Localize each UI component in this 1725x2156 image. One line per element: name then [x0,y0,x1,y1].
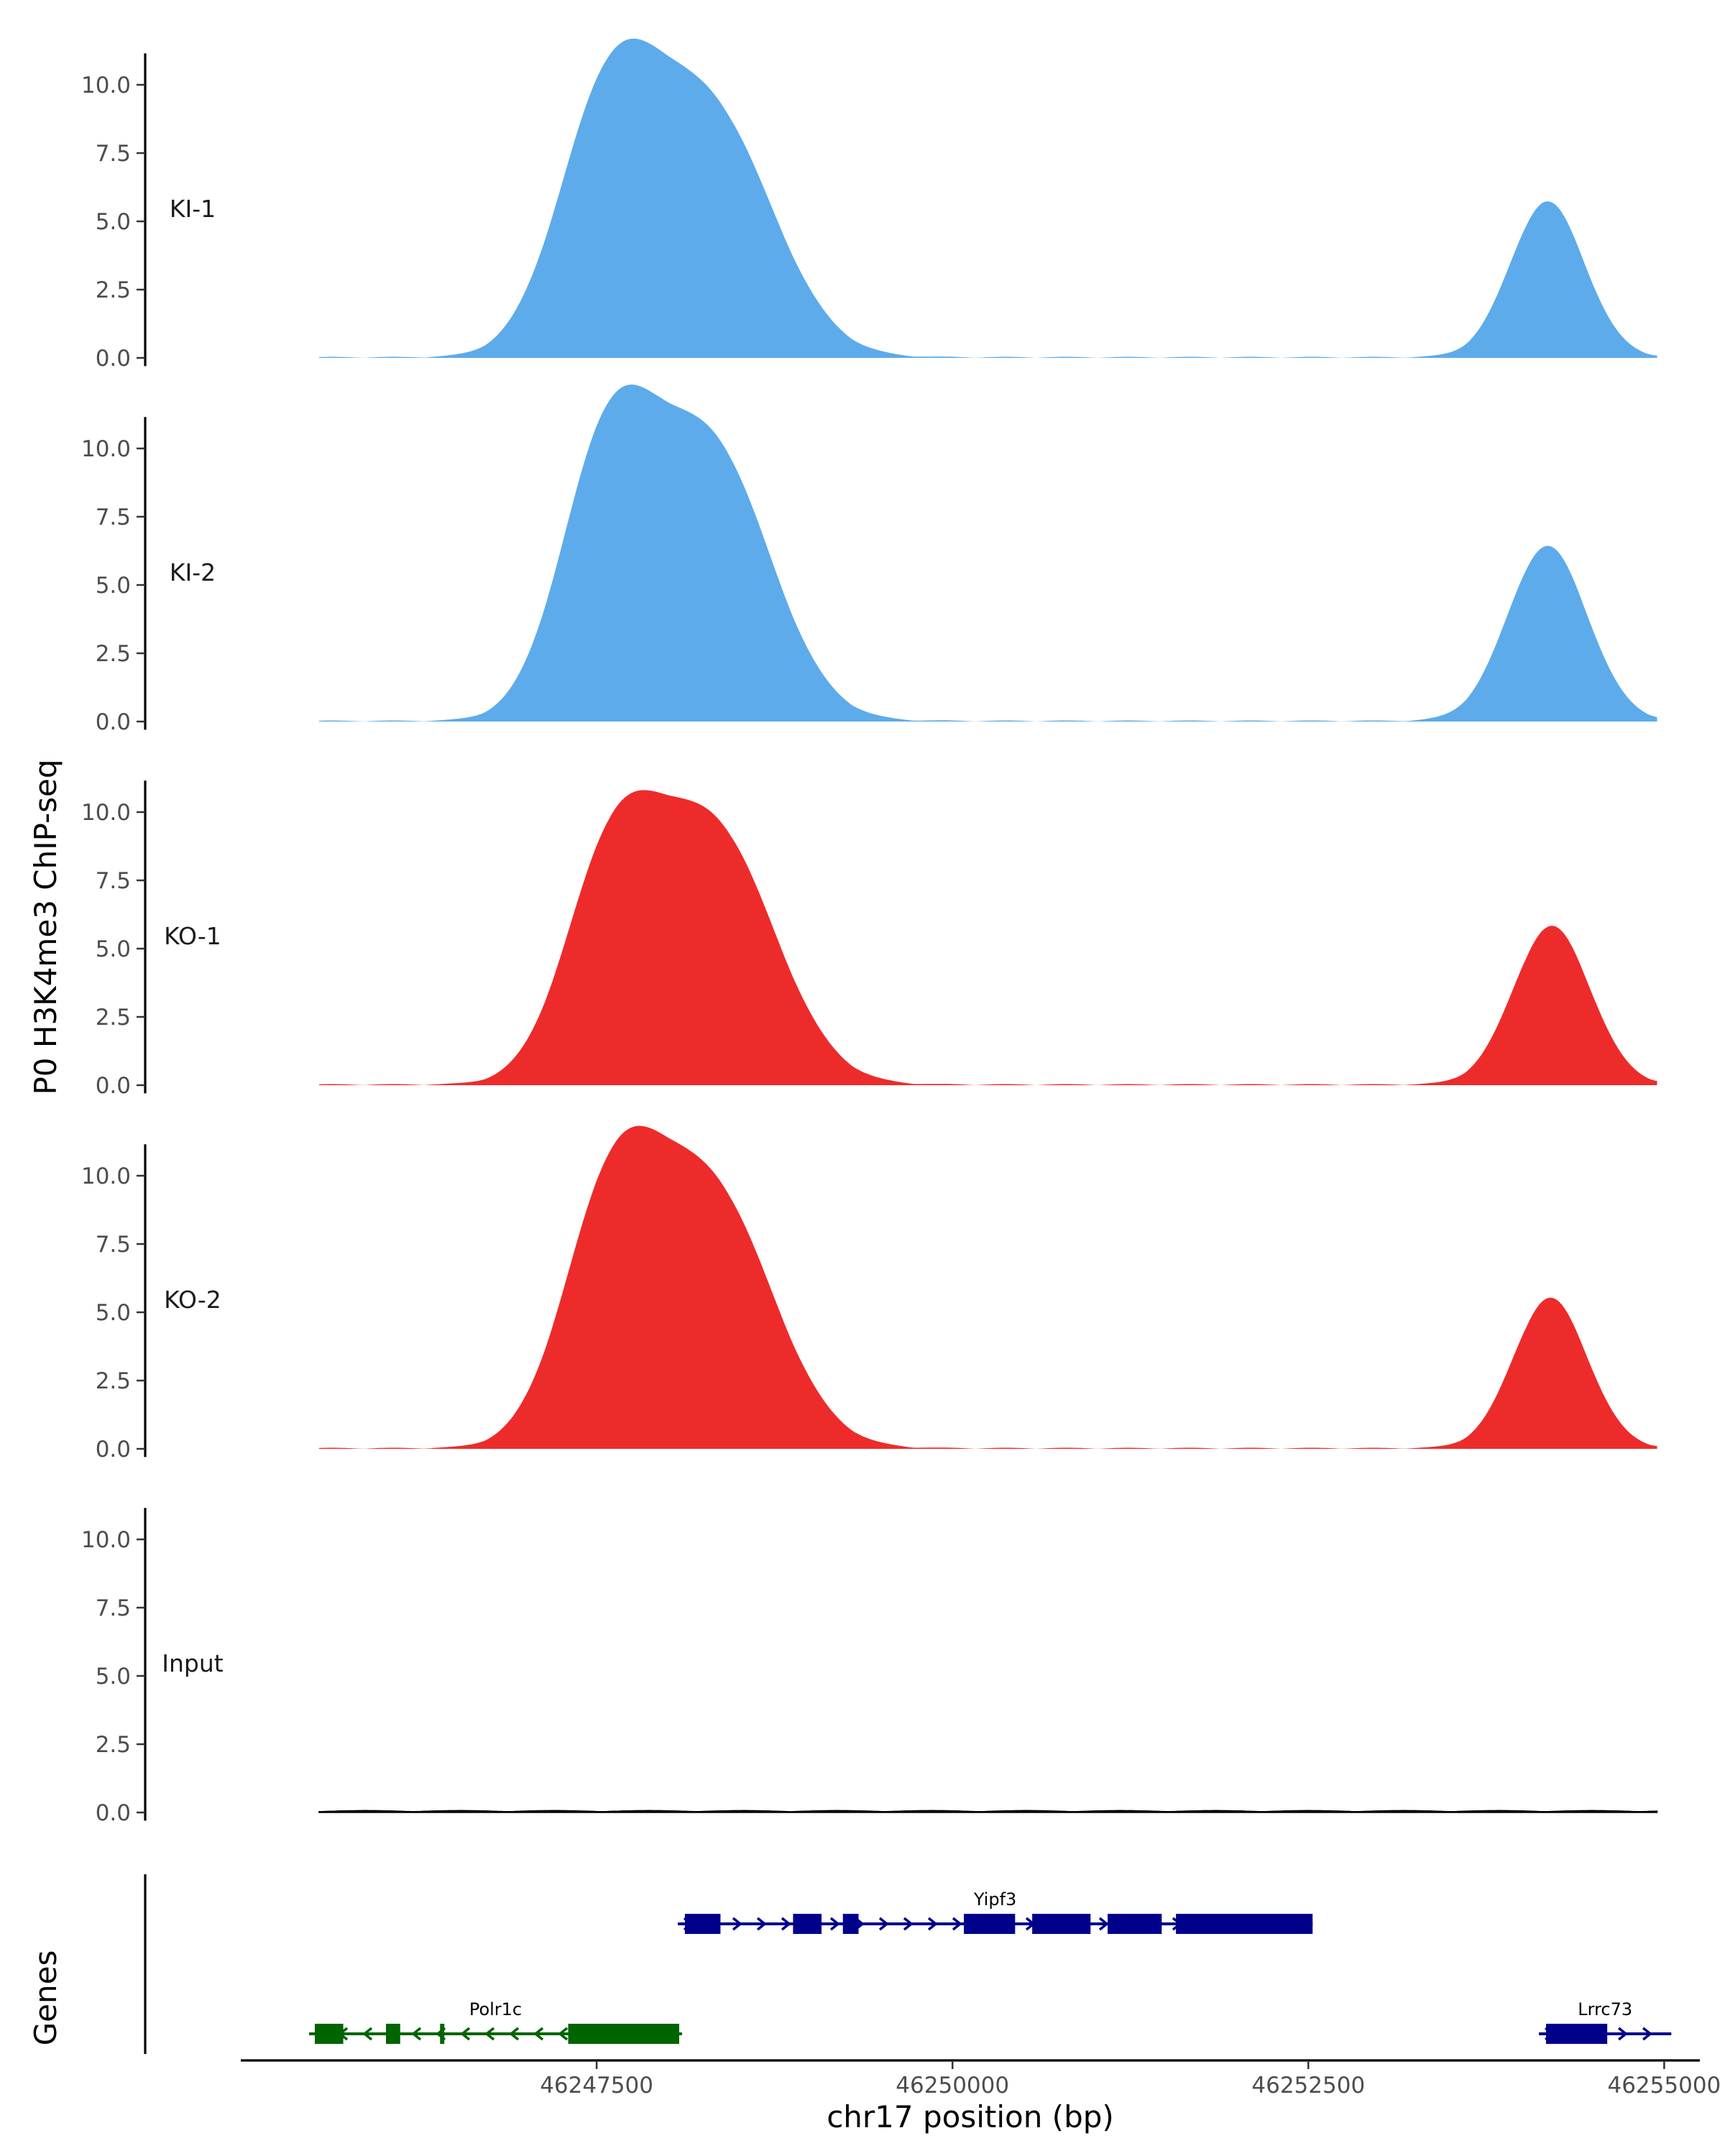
y-tick-label: 10.0 [81,1527,131,1553]
gene-lrrc73: Lrrc73 [1539,1999,1672,2044]
coverage-area-ko-1 [318,790,1657,1085]
y-tick-label: 7.5 [96,1232,131,1258]
gene-label: Yipf3 [973,1889,1016,1909]
x-axis-title: chr17 position (bp) [827,2099,1114,2134]
gene-exon [1108,1914,1162,1934]
strand-arrow [781,1917,791,1931]
gene-yipf3: Yipf3 [677,1889,1313,1934]
track-label: KI-1 [170,195,216,223]
y-tick-label: 5.0 [96,936,131,962]
y-tick-label: 5.0 [96,1664,131,1690]
strand-arrow [829,1917,840,1931]
y-tick-label: 2.5 [96,1005,131,1031]
strand-arrow [903,1917,914,1931]
y-tick-label: 7.5 [96,141,131,167]
gene-exon [793,1914,822,1934]
coverage-area-ki-2 [318,384,1657,722]
y-tick-label: 7.5 [96,1595,131,1621]
track-label: KO-2 [164,1286,221,1314]
gene-exon [568,2024,679,2044]
gene-label: Lrrc73 [1578,1999,1632,2019]
gene-exon [1176,1914,1313,1934]
strand-arrow [533,2027,544,2041]
coverage-area-input [318,1810,1658,1813]
track-panel-input: 0.0 2.5 5.0 7.5 10.0 Input [81,1508,1658,1826]
strand-arrow [878,1917,889,1931]
strand-arrow [484,2027,495,2041]
gene-track: Yipf3 Polr1c Lrrc73 [144,1874,1672,2054]
strand-arrow [927,1917,938,1931]
track-panel-ki-2: 0.0 2.5 5.0 7.5 10.0 KI-2 [81,384,1657,735]
strand-arrow [1618,2027,1628,2041]
gene-exon [964,1914,1016,1934]
y-tick-label: 7.5 [96,868,131,894]
strand-arrow [558,2027,569,2041]
strand-arrow [460,2027,471,2041]
y-axis-title: P0 H3K4me3 ChIP-seq [28,759,63,1095]
y-tick-label: 10.0 [81,436,131,462]
gene-polr1c: Polr1c [309,1999,682,2044]
y-tick-label: 10.0 [81,800,131,826]
y-tick-label: 0.0 [96,1073,131,1099]
track-panel-ko-2: 0.0 2.5 5.0 7.5 10.0 KO-2 [81,1125,1657,1462]
track-label: KI-2 [170,558,216,586]
y-tick-label: 0.0 [96,709,131,735]
gene-exon [314,2024,344,2044]
y-tick-label: 5.0 [96,1300,131,1326]
gene-exon [440,2024,445,2044]
genes-panel-label: Genes [28,1950,63,2046]
strand-arrow [756,1917,767,1931]
y-tick-label: 0.0 [96,1437,131,1462]
y-tick-label: 5.0 [96,209,131,235]
y-tick-label: 7.5 [96,505,131,530]
gene-exon [1032,1914,1091,1934]
strand-arrow [509,2027,520,2041]
y-tick-label: 2.5 [96,1732,131,1758]
strand-arrow [1098,1917,1109,1931]
strand-arrow [732,1917,742,1931]
gene-exon [842,1914,859,1934]
x-axis: 46247500 46250000 46252500 46255000 [241,2059,1721,2099]
x-tick-label: 46252500 [1251,2073,1365,2099]
strand-arrow [362,2027,373,2041]
strand-arrow [411,2027,422,2041]
strand-arrow [1642,2027,1652,2041]
gene-exon [386,2024,400,2044]
track-panels: 0.0 2.5 5.0 7.5 10.0 KI-1 0.0 2.5 5.0 7.5 10.0 KI-2… [81,38,1658,1826]
coverage-area-ko-2 [318,1125,1657,1449]
y-tick-label: 0.0 [96,346,131,372]
y-tick-label: 2.5 [96,1368,131,1394]
x-tick-label: 46247500 [540,2073,653,2099]
y-tick-label: 5.0 [96,573,131,599]
coverage-area-ki-1 [318,38,1657,359]
y-tick-label: 0.0 [96,1800,131,1826]
gene-label: Polr1c [469,1999,522,2019]
strand-arrow [952,1917,962,1931]
x-tick-label: 46250000 [896,2073,1009,2099]
y-tick-label: 2.5 [96,641,131,667]
track-panel-ko-1: 0.0 2.5 5.0 7.5 10.0 KO-1 [81,780,1657,1099]
y-tick-label: 10.0 [81,1164,131,1189]
track-panel-ki-1: 0.0 2.5 5.0 7.5 10.0 KI-1 [81,38,1657,372]
track-label: KO-1 [164,922,221,950]
track-label: Input [162,1649,224,1677]
gene-exon [1546,2024,1608,2044]
y-tick-label: 2.5 [96,277,131,303]
x-tick-label: 46255000 [1607,2073,1721,2099]
y-tick-label: 10.0 [81,73,131,98]
gene-exon [684,1914,721,1934]
